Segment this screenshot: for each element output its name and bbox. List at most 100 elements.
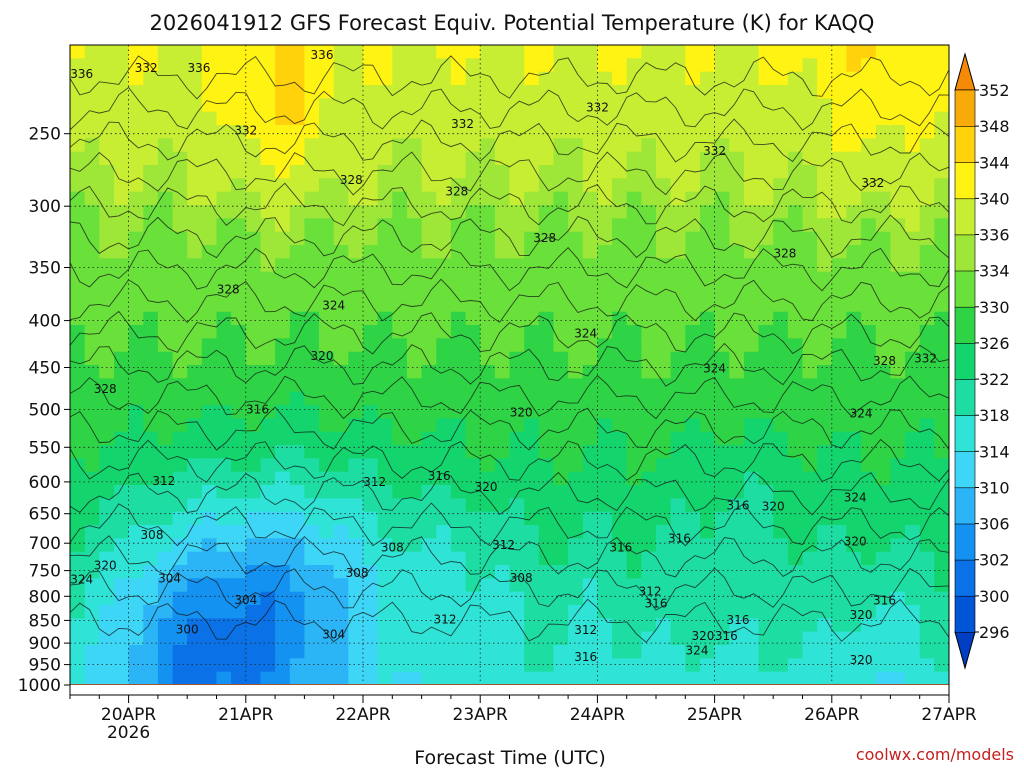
field-cell — [70, 191, 86, 206]
field-cell — [231, 485, 247, 499]
field-cell — [143, 365, 159, 379]
field-cell — [582, 298, 598, 313]
field-cell — [333, 138, 349, 153]
field-cell — [407, 205, 423, 219]
field-cell — [450, 85, 467, 99]
field-cell — [597, 605, 613, 619]
field-cell — [450, 458, 467, 473]
field-cell — [597, 98, 613, 113]
field-cell — [201, 391, 218, 406]
field-cell — [260, 178, 276, 193]
field-cell — [172, 498, 188, 513]
field-cell — [201, 58, 218, 73]
field-cell — [216, 538, 232, 553]
field-cell — [421, 618, 437, 633]
field-cell — [641, 618, 657, 633]
field-cell — [714, 351, 730, 366]
field-cell — [465, 565, 481, 579]
field-cell — [758, 538, 774, 553]
field-cell — [304, 511, 320, 526]
field-cell — [245, 618, 262, 633]
field-cell — [245, 658, 262, 673]
field-cell — [187, 631, 203, 646]
field-cell — [714, 58, 730, 73]
field-cell — [846, 231, 862, 246]
field-cell — [524, 231, 540, 246]
field-cell — [875, 631, 891, 646]
field-cell — [450, 71, 467, 86]
field-cell — [421, 325, 437, 339]
field-cell — [934, 151, 949, 166]
field-cell — [70, 231, 86, 246]
field-cell — [509, 325, 525, 339]
field-cell — [626, 378, 642, 393]
field-cell — [612, 658, 628, 673]
field-cell — [216, 525, 232, 539]
field-cell — [407, 631, 423, 646]
field-cell — [245, 671, 262, 685]
field-cell — [538, 325, 555, 339]
field-cell — [157, 671, 174, 685]
field-cell — [407, 671, 423, 685]
field-cell — [934, 351, 949, 366]
field-cell — [289, 511, 305, 526]
contour-line — [70, 535, 949, 580]
field-cell — [612, 591, 628, 606]
field-cell — [421, 111, 437, 126]
field-cell — [861, 591, 877, 606]
field-cell — [333, 551, 349, 566]
contour-label: 316 — [873, 594, 896, 608]
field-cell — [524, 325, 540, 339]
field-cell — [700, 618, 716, 633]
field-cell — [758, 271, 774, 286]
field-cell — [114, 378, 130, 393]
field-cell — [729, 418, 745, 433]
field-cell — [714, 565, 730, 579]
field-cell — [641, 645, 657, 659]
field-cell — [436, 405, 452, 419]
field-cell — [407, 591, 423, 606]
field-cell — [656, 578, 672, 593]
field-cell — [465, 365, 481, 379]
field-cell — [377, 151, 393, 166]
field-cell — [553, 485, 569, 499]
field-cell — [758, 325, 774, 339]
field-cell — [831, 378, 847, 393]
field-cell — [245, 605, 262, 619]
contour-line — [70, 86, 949, 131]
field-cell — [831, 658, 847, 673]
field-cell — [407, 45, 423, 59]
field-cell — [275, 471, 291, 486]
field-cell — [773, 458, 789, 473]
field-cell — [231, 498, 247, 513]
field-cell — [245, 538, 262, 553]
field-cell — [304, 378, 320, 393]
field-cell — [934, 671, 949, 685]
field-cell — [143, 538, 159, 553]
field-cell — [128, 671, 144, 685]
field-cell — [700, 578, 716, 593]
y-tick-label: 950 — [29, 656, 61, 676]
field-cell — [260, 631, 276, 646]
field-cell — [875, 85, 891, 99]
field-cell — [231, 378, 247, 393]
field-cell — [275, 245, 291, 259]
contour-label: 332 — [914, 352, 937, 366]
contour-label: 328 — [217, 283, 240, 297]
field-cell — [275, 151, 291, 166]
field-cell — [656, 218, 672, 233]
field-cell — [538, 551, 555, 566]
field-cell — [802, 245, 818, 259]
field-cell — [758, 58, 774, 73]
field-cell — [377, 111, 393, 126]
field-cell — [538, 165, 555, 179]
field-cell — [157, 538, 174, 553]
field-cell — [377, 298, 393, 313]
field-cell — [919, 111, 935, 126]
field-cell — [114, 565, 130, 579]
field-cell — [861, 165, 877, 179]
field-cell — [363, 165, 379, 179]
field-cell — [875, 538, 891, 553]
field-cell — [524, 285, 540, 299]
field-cell — [714, 471, 730, 486]
